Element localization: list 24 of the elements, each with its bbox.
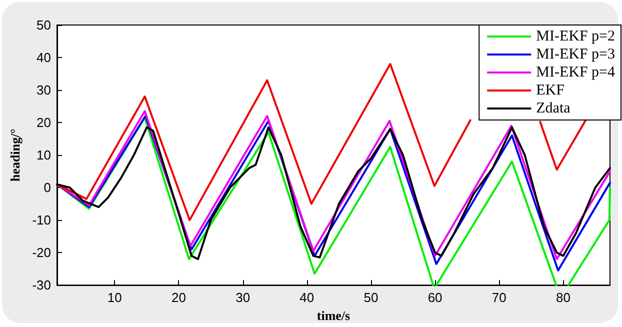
x-tick-label: 50 [364,290,378,306]
y-tick-label: 10 [36,148,51,163]
legend-label: MI-EKF p=3 [536,46,615,62]
y-tick-label: 0 [44,180,51,196]
legend-label: Zdata [536,100,571,116]
x-tick-label: 30 [236,290,250,306]
x-tick-label: 20 [172,290,186,306]
x-tick-label: 40 [300,290,314,306]
y-tick-label: 40 [36,50,51,66]
legend-label: MI-EKF p=4 [536,64,616,80]
x-tick-label: 80 [556,290,570,306]
legend-label: EKF [536,82,564,98]
y-axis-title: heading/° [7,128,22,182]
x-tick-label: 70 [492,290,506,306]
y-tick-label: -20 [32,245,51,260]
x-tick-label: 60 [428,290,442,306]
x-tick-label: 10 [107,290,122,306]
y-tick-label: -10 [32,212,51,228]
y-tick-label: 20 [36,115,51,130]
y-tick-label: -30 [32,278,51,293]
y-tick-label: 50 [36,18,51,32]
legend-label: MI-EKF p=2 [536,28,615,44]
x-axis-title: time/s [316,308,350,323]
y-tick-label: 30 [36,82,51,98]
